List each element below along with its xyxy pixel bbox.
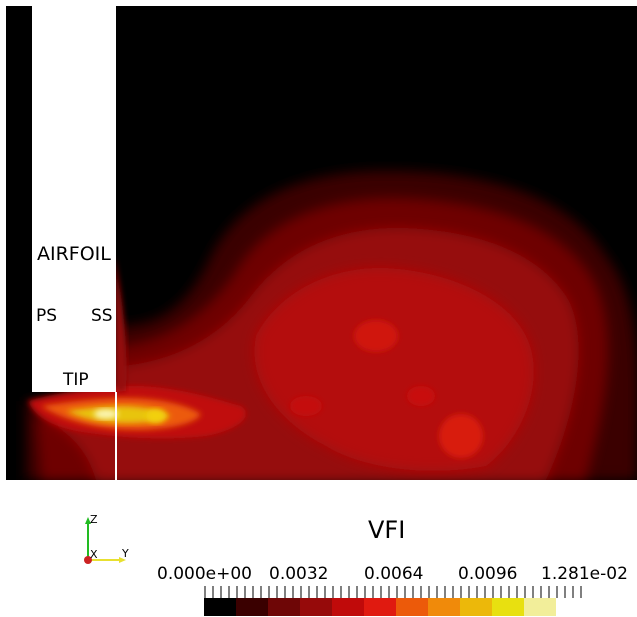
axis-x-label: X xyxy=(90,548,98,561)
colorbar-swatch xyxy=(300,598,332,616)
suction-side-label: SS xyxy=(91,306,113,326)
colorbar-swatch xyxy=(460,598,492,616)
legend-tick-label: 0.0032 xyxy=(269,564,329,584)
plume-spot xyxy=(439,414,483,458)
render-viewport[interactable]: AIRFOIL PS SS TIP xyxy=(6,6,637,480)
colorbar-swatch xyxy=(332,598,364,616)
legend-tick-label: 1.281e-02 xyxy=(541,564,628,584)
vfi-contour-field xyxy=(26,171,637,480)
axis-z-label: Z xyxy=(90,513,98,526)
colorbar-swatch xyxy=(364,598,396,616)
pressure-side-label: PS xyxy=(36,306,58,326)
colorbar-swatch xyxy=(492,598,524,616)
plume-spot xyxy=(290,396,322,416)
colorbar xyxy=(204,598,556,616)
airfoil-label: AIRFOIL xyxy=(37,243,111,265)
legend-tick-label: 0.0096 xyxy=(458,564,518,584)
orientation-axes: Z X Y xyxy=(84,513,129,564)
airfoil-body xyxy=(32,6,116,392)
colorbar-swatch xyxy=(236,598,268,616)
legend-title: VFI xyxy=(368,516,406,544)
axis-y-label: Y xyxy=(121,547,129,560)
colorbar-swatch xyxy=(428,598,460,616)
colorbar-swatch xyxy=(268,598,300,616)
colorbar-swatch xyxy=(204,598,236,616)
tip-jet-core xyxy=(66,406,171,424)
airfoil-edge-line xyxy=(115,392,117,480)
plume-spot xyxy=(354,320,398,352)
legend-tick-label: 0.0064 xyxy=(364,564,424,584)
plume-spot xyxy=(407,386,435,406)
colorbar-swatch xyxy=(396,598,428,616)
colorbar-swatch xyxy=(524,598,556,616)
tip-label: TIP xyxy=(63,370,89,390)
tip-jet-spot xyxy=(146,409,166,423)
tip-jet-peak xyxy=(94,409,118,419)
ss-edge-flow xyxy=(114,256,127,392)
legend-tick-label: 0.000e+00 xyxy=(157,564,253,584)
colorbar-ticks xyxy=(204,586,582,598)
